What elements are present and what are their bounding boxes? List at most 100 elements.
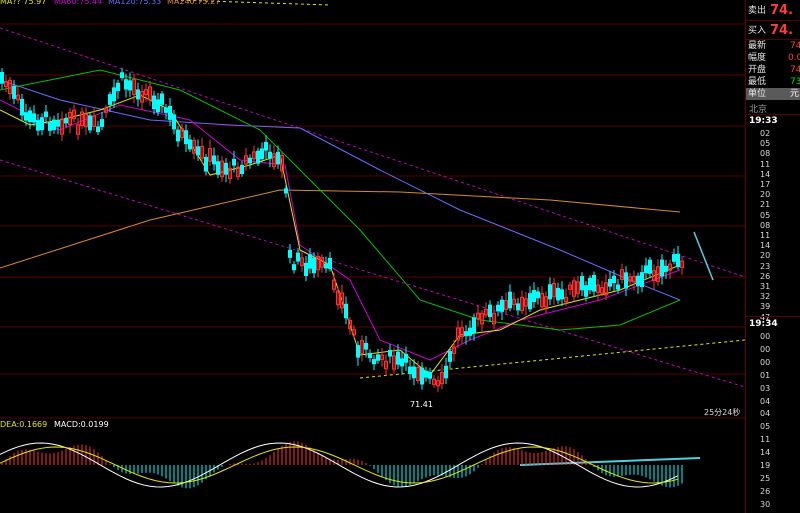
candle-body xyxy=(668,263,672,271)
candle-body xyxy=(580,276,584,291)
candle-body xyxy=(516,303,520,311)
time-tick: 14 xyxy=(760,448,771,458)
candle-body xyxy=(212,155,216,165)
candle-body xyxy=(116,82,120,92)
candle-body xyxy=(296,252,300,262)
time-tick: 47 xyxy=(760,312,771,322)
candle-body xyxy=(156,99,160,113)
candle-body xyxy=(632,275,636,283)
candle-body xyxy=(424,370,428,378)
candle-body xyxy=(216,161,220,175)
candle-body xyxy=(40,117,44,131)
candle-body xyxy=(408,366,412,375)
candle-body xyxy=(416,367,420,382)
candle-body xyxy=(520,296,524,312)
candle-body xyxy=(428,371,432,379)
time-tick: 05 xyxy=(760,422,771,432)
candle-body xyxy=(660,259,664,277)
buy-value: 74. xyxy=(770,23,794,38)
candle-body xyxy=(96,126,100,133)
candle-body xyxy=(648,259,652,274)
time-tick: 23 xyxy=(760,261,771,271)
time-tick: 20 xyxy=(760,190,771,200)
candle-body xyxy=(300,257,304,267)
candle-body xyxy=(120,72,124,79)
candle-body xyxy=(192,139,196,154)
candle-body xyxy=(524,298,528,307)
time-tick: 14 xyxy=(760,241,771,251)
candle-body xyxy=(44,111,48,118)
candle-body xyxy=(656,266,660,282)
time-tick: 04 xyxy=(760,409,771,419)
macd-arrow xyxy=(519,457,701,466)
time-tick: 21 xyxy=(760,200,771,210)
candle-body xyxy=(380,354,384,360)
countdown-label: 25分24秒 xyxy=(704,407,740,417)
ma-legend-item: MA240:75.27 xyxy=(167,0,220,6)
price-chart[interactable]: MA?? 75.97 MA60:75.44 MA120:75.33 MA240:75.… xyxy=(0,0,745,513)
candle-body xyxy=(248,157,252,164)
candle-body xyxy=(384,360,388,370)
ma-short-line xyxy=(0,99,681,361)
candle-body xyxy=(340,292,344,309)
time-tick: 39 xyxy=(760,302,771,312)
candle-body xyxy=(612,275,616,284)
candle-body xyxy=(128,80,132,91)
candle-body xyxy=(152,95,156,110)
candle-body xyxy=(472,317,476,334)
city-label: 北京 xyxy=(749,105,768,115)
candle-body xyxy=(240,164,244,175)
sell-value: 74. xyxy=(770,3,794,18)
candle-body xyxy=(272,153,276,168)
candle-body xyxy=(172,114,176,130)
time-tick: 00 xyxy=(760,344,771,354)
candle-body xyxy=(432,378,436,385)
time-tick: 00 xyxy=(760,332,771,341)
time-tick: 30 xyxy=(760,499,771,509)
candle-body xyxy=(236,166,240,178)
candle-body xyxy=(252,151,256,160)
candle-body xyxy=(232,158,236,166)
time-tick: 20 xyxy=(760,251,771,261)
buy-label: 买入 xyxy=(748,26,767,36)
candle-body xyxy=(304,262,308,277)
time-tick: 08 xyxy=(760,220,771,230)
candle-body xyxy=(444,365,448,379)
candle-body xyxy=(364,343,368,350)
time-tick: 04 xyxy=(760,396,771,406)
ma-legend-item: MA120:75.33 xyxy=(108,0,161,6)
candle-body xyxy=(56,120,60,127)
candle-body xyxy=(140,91,144,103)
time-tick: 14 xyxy=(760,169,771,179)
macd-dif-line xyxy=(0,442,679,488)
candle-body xyxy=(480,312,484,325)
candle-body xyxy=(188,139,192,150)
quote-row-latest: 最新74 xyxy=(748,41,800,51)
candle-body xyxy=(112,87,116,102)
candle-body xyxy=(536,291,540,299)
candle-body xyxy=(400,358,404,367)
candle-body xyxy=(8,79,12,95)
candle-body xyxy=(488,304,492,318)
quote-row-change: 幅度0.0 xyxy=(748,53,800,63)
candle-body xyxy=(16,94,20,101)
candle-body xyxy=(100,119,104,127)
macd-dea-line xyxy=(0,446,679,484)
candle-body xyxy=(436,380,440,387)
time-tick: 31 xyxy=(760,282,771,291)
candle-body xyxy=(404,353,408,363)
candle-body xyxy=(348,320,352,330)
ma-legend-item: MA?? 75.97 xyxy=(0,0,46,6)
candle-body xyxy=(104,107,108,113)
candle-body xyxy=(616,284,620,290)
candle-body xyxy=(124,79,128,90)
candle-body xyxy=(164,107,168,113)
macd-series xyxy=(0,441,683,489)
candle-body xyxy=(376,354,380,361)
candle-body xyxy=(228,167,232,180)
candle-body xyxy=(356,345,360,358)
candle-body xyxy=(468,327,472,336)
candle-body xyxy=(412,366,416,379)
macd-legend: DEA:0.1669 MACD:0.0199 xyxy=(0,420,109,429)
time-tick: 00 xyxy=(760,357,771,367)
